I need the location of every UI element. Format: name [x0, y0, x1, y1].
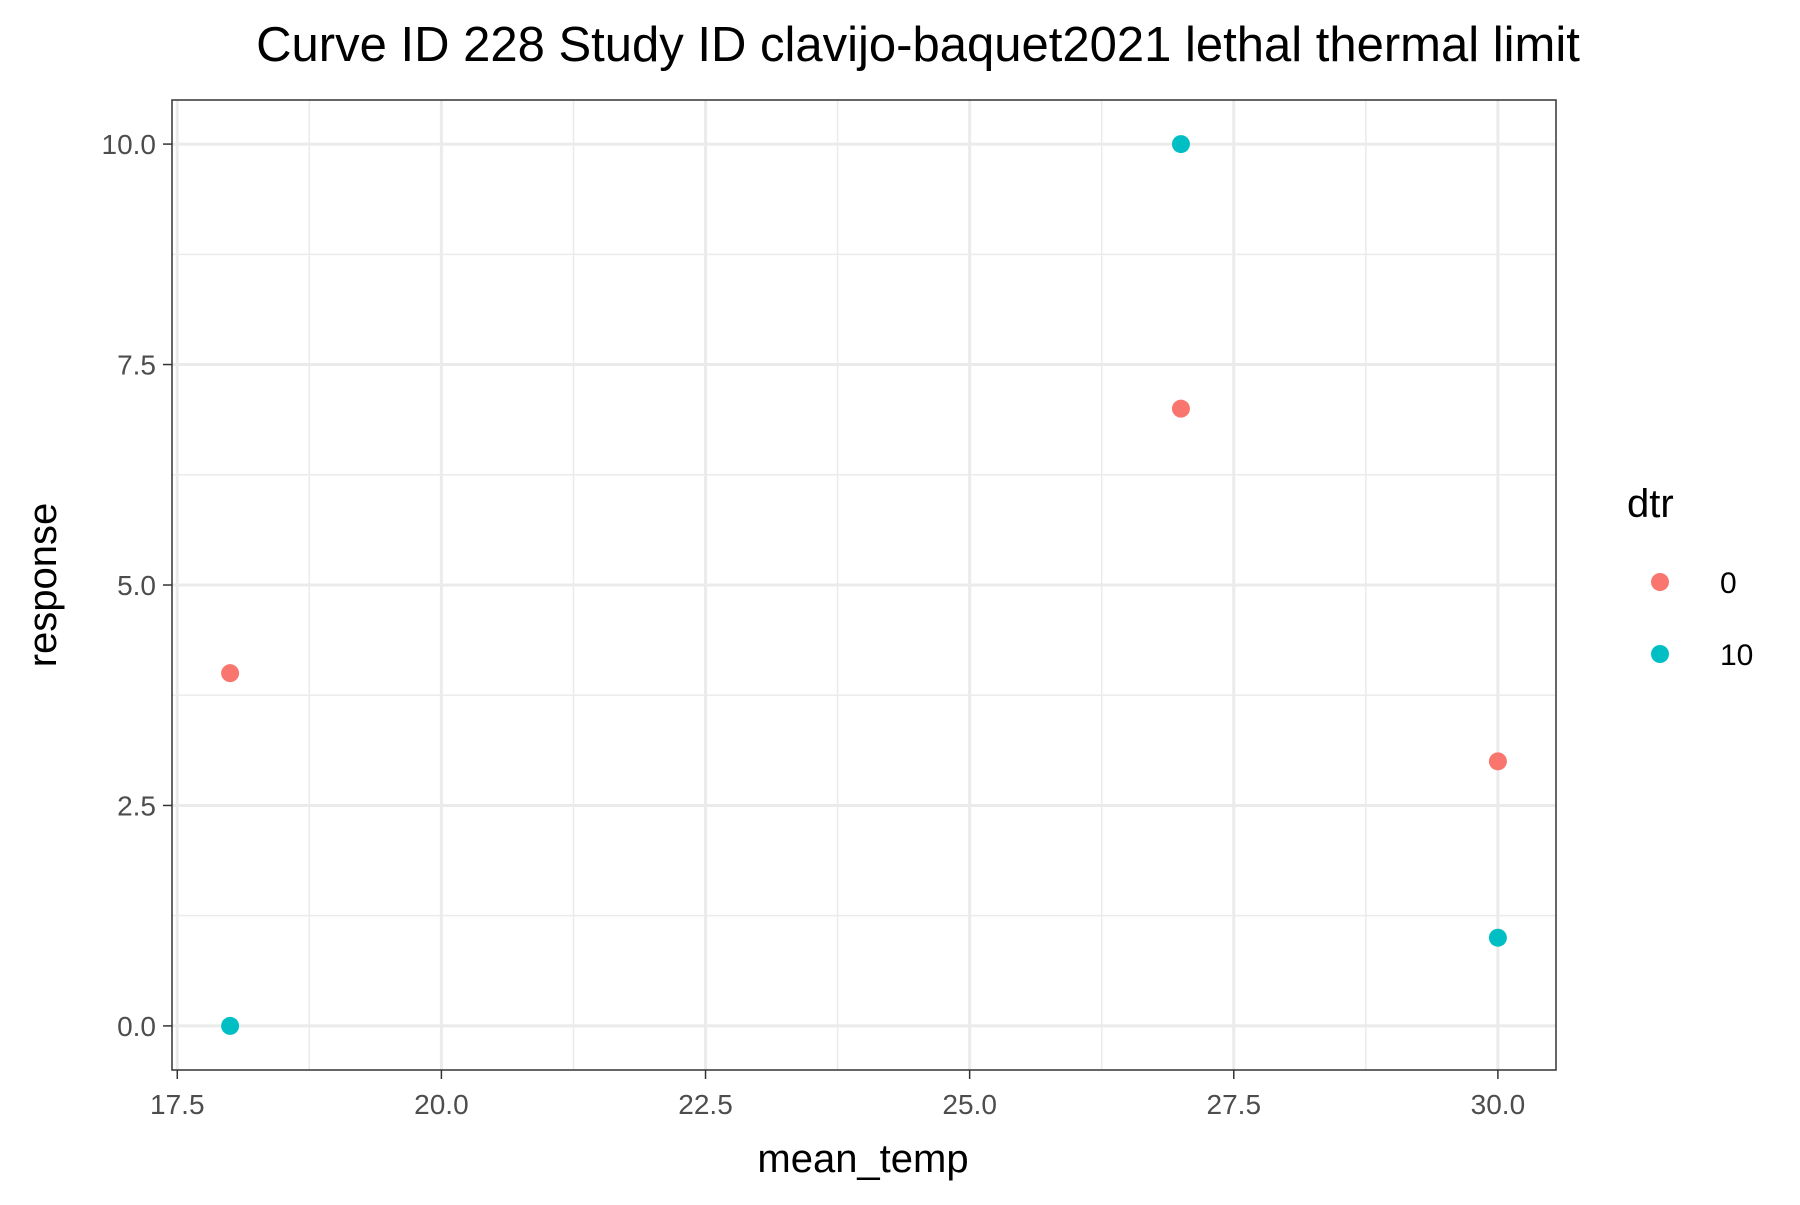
- x-tick-label: 22.5: [678, 1089, 733, 1120]
- data-point-dtr-0: [1171, 399, 1190, 418]
- y-tick-label: 10.0: [102, 129, 157, 160]
- legend-items: 0 10: [1651, 567, 1753, 672]
- plot-panel: [171, 99, 1557, 1071]
- legend-label-dtr-10: 10: [1720, 639, 1753, 672]
- x-tick-label: 17.5: [150, 1089, 205, 1120]
- legend-title: dtr: [1627, 482, 1674, 526]
- data-point-dtr-0: [1488, 752, 1507, 771]
- legend: dtr 0 10: [1627, 482, 1753, 672]
- y-axis-title: response: [21, 503, 65, 668]
- x-axis-title: mean_temp: [757, 1137, 968, 1181]
- y-tick-label: 7.5: [117, 350, 156, 381]
- x-tick-label: 30.0: [1471, 1089, 1526, 1120]
- chart-title: Curve ID 228 Study ID clavijo-baquet2021…: [256, 18, 1580, 72]
- x-tick-label: 27.5: [1207, 1089, 1262, 1120]
- x-axis: 17.5 20.0 22.5 25.0 27.5 30.0: [150, 1070, 1525, 1120]
- legend-key-dtr-0: [1651, 573, 1669, 591]
- grid-major: [172, 100, 1556, 1070]
- grid-minor: [172, 100, 1556, 1070]
- y-tick-label: 5.0: [117, 570, 156, 601]
- data-point-dtr-10: [221, 1016, 240, 1035]
- data-point-dtr-0: [221, 664, 240, 683]
- data-points: [221, 135, 1507, 1035]
- legend-label-dtr-0: 0: [1720, 567, 1737, 600]
- y-axis: 0.0 2.5 5.0 7.5 10.0: [102, 129, 172, 1042]
- data-point-dtr-10: [1488, 928, 1507, 947]
- y-tick-label: 0.0: [117, 1011, 156, 1042]
- legend-key-dtr-10: [1651, 645, 1669, 663]
- y-tick-label: 2.5: [117, 790, 156, 821]
- data-point-dtr-10: [1171, 135, 1190, 154]
- x-tick-label: 20.0: [414, 1089, 469, 1120]
- x-tick-label: 25.0: [942, 1089, 997, 1120]
